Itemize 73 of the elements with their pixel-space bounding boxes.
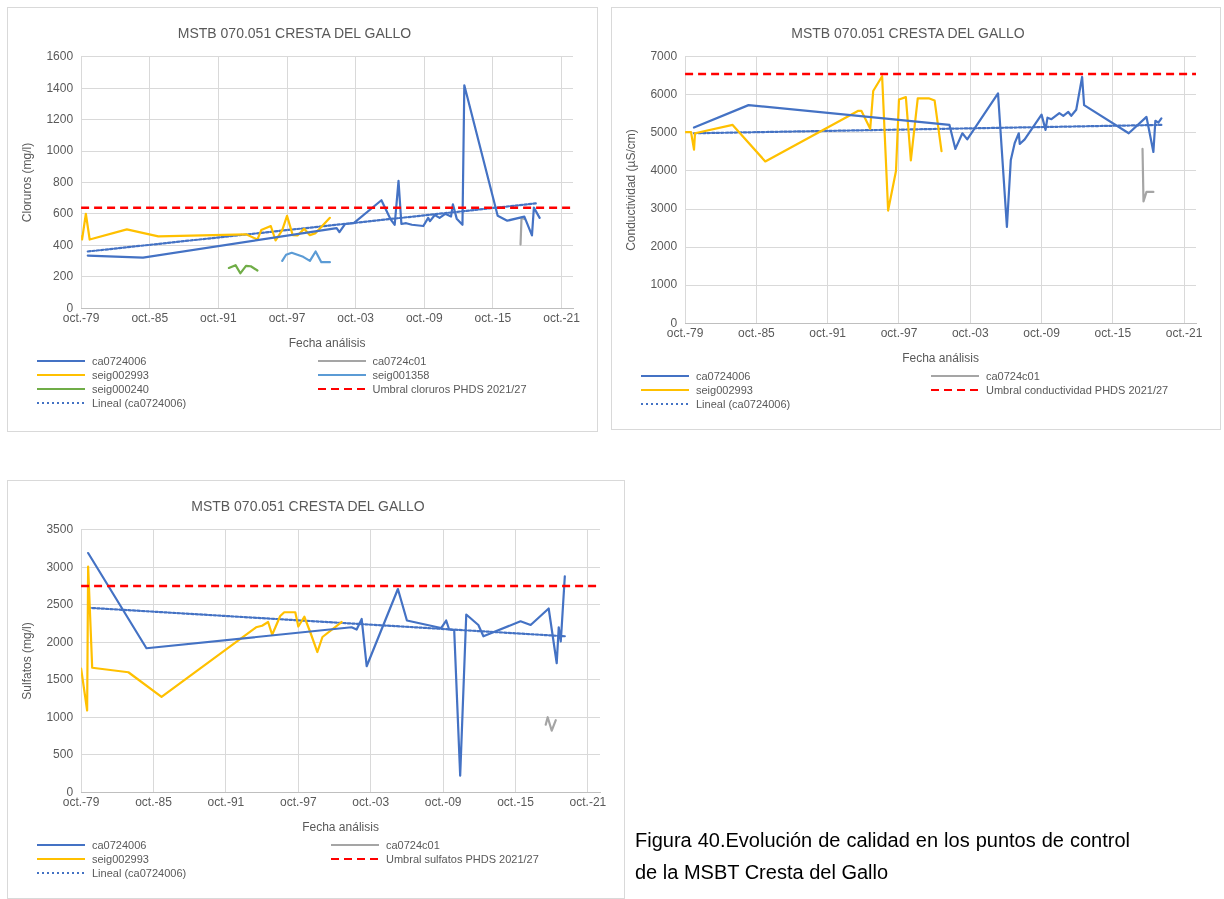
legend-label: Umbral sulfatos PHDS 2021/27	[386, 853, 539, 865]
y-tick-label: 2000	[650, 239, 678, 254]
x-tick-label: oct.-09	[424, 794, 462, 809]
y-tick-label: 1200	[46, 111, 74, 126]
y-tick-label: 1500	[46, 672, 74, 687]
y-tick-label: 5000	[650, 125, 678, 140]
y-tick-label: 0	[670, 315, 678, 330]
x-tick-label: oct.-91	[207, 794, 245, 809]
legend-label: ca0724c01	[372, 355, 427, 367]
x-tick-label: oct.-09	[1023, 325, 1061, 340]
legend-label: Umbral cloruros PHDS 2021/27	[372, 383, 527, 395]
legend-label: seig001358	[372, 369, 430, 381]
x-axis-title: Fecha análisis	[288, 336, 366, 351]
y-axis-title: Cloruros (mg/l)	[19, 142, 34, 223]
x-tick-label: oct.-97	[279, 794, 317, 809]
x-tick-label: oct.-21	[543, 310, 581, 325]
legend-label: Lineal (ca0724006)	[92, 867, 187, 879]
legend-label: Umbral conductividad PHDS 2021/27	[986, 384, 1169, 396]
y-tick-label: 400	[53, 237, 74, 252]
x-tick-label: oct.-97	[268, 310, 306, 325]
y-tick-label: 500	[53, 747, 74, 762]
y-tick-label: 200	[53, 269, 74, 284]
x-tick-label: oct.-09	[405, 310, 443, 325]
legend-label: ca0724c01	[386, 839, 440, 851]
y-tick-label: 3500	[46, 522, 74, 537]
y-tick-label: 3000	[46, 559, 74, 574]
y-tick-label: 0	[66, 300, 74, 315]
x-tick-label: oct.-97	[880, 325, 918, 340]
legend-label: Lineal (ca0724006)	[696, 398, 791, 410]
x-tick-label: oct.-03	[337, 310, 375, 325]
legend-label: ca0724006	[92, 355, 147, 367]
x-tick-label: oct.-85	[131, 310, 169, 325]
x-tick-label: oct.-03	[951, 325, 989, 340]
text: Figura 40.Evolución de calidad en los puntos de control de la MSBT Cresta del Gallo	[635, 828, 1130, 885]
x-tick-label: oct.-15	[474, 310, 512, 325]
y-tick-label: 1000	[46, 143, 74, 158]
x-tick-label: oct.-85	[135, 794, 173, 809]
x-tick-label: oct.-91	[809, 325, 847, 340]
x-tick-label: oct.-15	[497, 794, 535, 809]
y-axis-title: Conductividad (µS/cm)	[623, 129, 638, 251]
y-tick-label: 2000	[46, 634, 74, 649]
legend-label: seig002993	[696, 384, 753, 396]
chart-title: MSTB 070.051 CRESTA DEL GALLO	[191, 498, 425, 515]
y-tick-label: 800	[53, 174, 74, 189]
y-tick-label: 0	[66, 784, 74, 799]
y-tick-label: 600	[53, 206, 74, 221]
x-tick-label: oct.-21	[1165, 325, 1203, 340]
y-tick-label: 1000	[650, 277, 678, 292]
x-tick-label: oct.-15	[1094, 325, 1132, 340]
legend-label: seig002993	[92, 369, 149, 381]
chart-title: MSTB 070.051 CRESTA DEL GALLO	[791, 25, 1025, 42]
legend-label: ca0724006	[696, 370, 751, 382]
legend-label: seig002993	[92, 853, 149, 865]
legend-label: seig000240	[92, 383, 149, 395]
x-tick-label: oct.-21	[569, 794, 607, 809]
y-tick-label: 2500	[46, 597, 74, 612]
y-tick-label: 3000	[650, 201, 678, 216]
chart-title: MSTB 070.051 CRESTA DEL GALLO	[177, 25, 412, 42]
x-tick-label: oct.-03	[352, 794, 390, 809]
y-axis-title: Sulfatos (mg/l)	[19, 622, 34, 700]
x-tick-label: oct.-85	[738, 325, 776, 340]
y-tick-label: 1000	[46, 709, 74, 724]
y-tick-label: 1400	[46, 80, 74, 95]
y-tick-label: 1600	[46, 49, 74, 64]
legend-label: ca0724006	[92, 839, 147, 851]
legend-label: ca0724c01	[986, 370, 1040, 382]
x-axis-title: Fecha análisis	[302, 820, 379, 835]
y-tick-label: 4000	[650, 163, 678, 178]
legend-label: Lineal (ca0724006)	[92, 397, 187, 409]
x-axis-title: Fecha análisis	[902, 351, 979, 366]
y-tick-label: 6000	[650, 87, 678, 102]
y-tick-label: 7000	[650, 49, 678, 64]
x-tick-label: oct.-91	[200, 310, 238, 325]
